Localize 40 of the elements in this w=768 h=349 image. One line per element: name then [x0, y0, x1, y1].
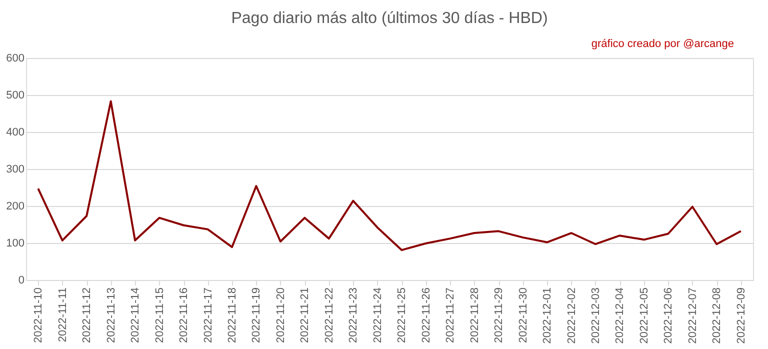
x-tick-label: 2022-12-06 — [662, 288, 675, 344]
x-tick-label: 2022-11-16 — [178, 288, 190, 343]
x-tick-label: 2022-12-04 — [614, 288, 626, 344]
line-series — [37, 100, 742, 252]
x-tick-label: 2022-12-03 — [590, 288, 602, 344]
x-tick-label: 2022-12-09 — [735, 288, 748, 344]
x-tick-label: 2022-11-10 — [32, 288, 45, 343]
x-tick-label: 2022-11-19 — [250, 288, 263, 343]
y-tick-label: 200 — [6, 200, 24, 212]
y-tick-label: 600 — [6, 52, 24, 64]
y-tick-label: 400 — [6, 126, 24, 138]
y-tick-label: 0 — [18, 274, 24, 286]
x-tick-label: 2022-11-26 — [420, 288, 432, 343]
x-tick-label: 2022-11-12 — [81, 288, 94, 343]
x-tick-label: 2022-12-07 — [686, 288, 699, 344]
x-tick-label: 2022-12-05 — [638, 288, 650, 344]
x-tick-label: 2022-11-27 — [444, 288, 457, 343]
x-tick-label: 2022-12-02 — [566, 288, 578, 344]
x-tick-label: 2022-11-24 — [372, 288, 384, 343]
y-tick-label: 300 — [6, 164, 24, 176]
y-tick-label: 100 — [6, 238, 24, 250]
x-tick-label: 2022-12-08 — [711, 288, 724, 344]
text: gráfico creado por @arcange — [591, 38, 734, 50]
y-tick-label: 500 — [6, 90, 24, 102]
x-tick-label: 2022-12-01 — [542, 288, 554, 344]
chart-title: Pago diario más alto (últimos 30 días - HBD) — [231, 10, 548, 27]
x-tick-label: 2022-11-29 — [493, 288, 506, 343]
x-tick-label: 2022-11-25 — [396, 288, 408, 343]
x-tick-label: 2022-11-30 — [517, 288, 530, 343]
x-tick-label: 2022-11-14 — [130, 288, 142, 343]
x-tick-label: 2022-11-17 — [202, 288, 214, 343]
x-tick-label: 2022-11-21 — [299, 288, 312, 343]
x-tick-label: 2022-11-15 — [154, 288, 166, 343]
x-tick-label: 2022-11-11 — [56, 288, 69, 342]
x-tick-label: 2022-11-28 — [468, 288, 481, 343]
x-tick-label: 2022-11-22 — [323, 288, 336, 343]
x-tick-label: 2022-11-20 — [274, 288, 287, 343]
x-tick-label: 2022-11-23 — [348, 288, 360, 343]
x-tick-label: 2022-11-18 — [226, 288, 238, 343]
x-tick-label: 2022-11-13 — [105, 288, 118, 343]
